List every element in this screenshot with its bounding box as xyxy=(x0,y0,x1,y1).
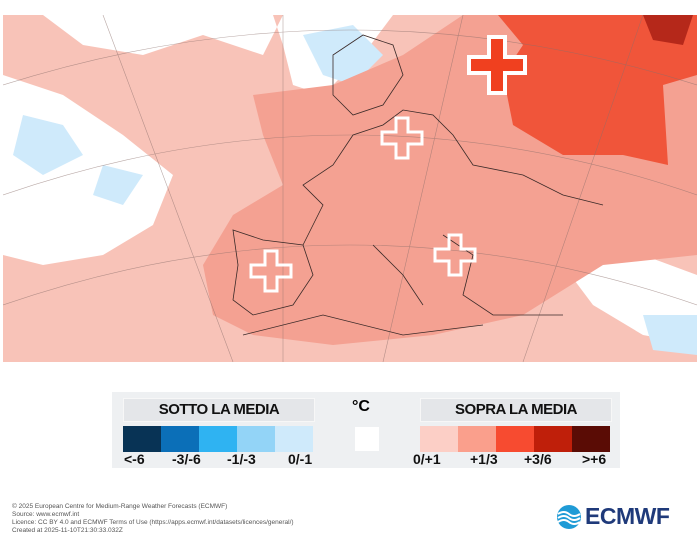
legend-label: +1/3 xyxy=(470,451,498,467)
legend-neutral-swatch xyxy=(355,427,379,451)
temperature-anomaly-map xyxy=(3,15,697,362)
above-6-region xyxy=(643,15,693,45)
footer-line: © 2025 European Centre for Medium-Range … xyxy=(12,503,228,510)
ecmwf-logo: ECMWF xyxy=(556,503,670,530)
copyright-footer: © 2025 European Centre for Medium-Range … xyxy=(12,503,294,535)
legend-label: -1/-3 xyxy=(227,451,256,467)
legend-swatch xyxy=(275,426,313,452)
legend-label: 0/-1 xyxy=(288,451,313,467)
legend-below-title: SOTTO LA MEDIA xyxy=(123,398,315,422)
legend-swatch xyxy=(572,426,610,452)
logo-text: ECMWF xyxy=(585,503,670,529)
white-region-north-atlantic xyxy=(3,15,393,265)
ecmwf-wave-icon xyxy=(557,504,581,529)
footer-line: Licence: CC BY 4.0 and ECMWF Terms of Us… xyxy=(12,519,294,526)
legend-unit: °C xyxy=(352,398,370,415)
legend-swatch xyxy=(237,426,275,452)
legend-label: +3/6 xyxy=(524,451,552,467)
legend-label: -3/-6 xyxy=(172,451,201,467)
legend-swatch xyxy=(161,426,199,452)
legend-label: <-6 xyxy=(124,451,145,467)
footer-line: Source: www.ecmwf.int xyxy=(12,511,80,518)
legend-label: 0/+1 xyxy=(413,451,441,467)
legend-swatch xyxy=(199,426,237,452)
legend-swatch xyxy=(420,426,458,452)
graticule xyxy=(3,15,697,362)
above-3-6-region xyxy=(498,15,697,165)
footer-line: Created at 2025-11-10T21:30:33.032Z xyxy=(12,527,123,534)
legend-above-title: SOPRA LA MEDIA xyxy=(420,398,612,422)
legend: SOTTO LA MEDIA SOPRA LA MEDIA °C <-6 -3/-… xyxy=(112,392,620,468)
cross-marker-filled xyxy=(467,35,527,95)
legend-swatch xyxy=(458,426,496,452)
cross-marker-outline xyxy=(249,116,477,293)
legend-swatch xyxy=(496,426,534,452)
legend-swatch xyxy=(123,426,161,452)
legend-swatch xyxy=(534,426,572,452)
legend-label: >+6 xyxy=(582,451,607,467)
